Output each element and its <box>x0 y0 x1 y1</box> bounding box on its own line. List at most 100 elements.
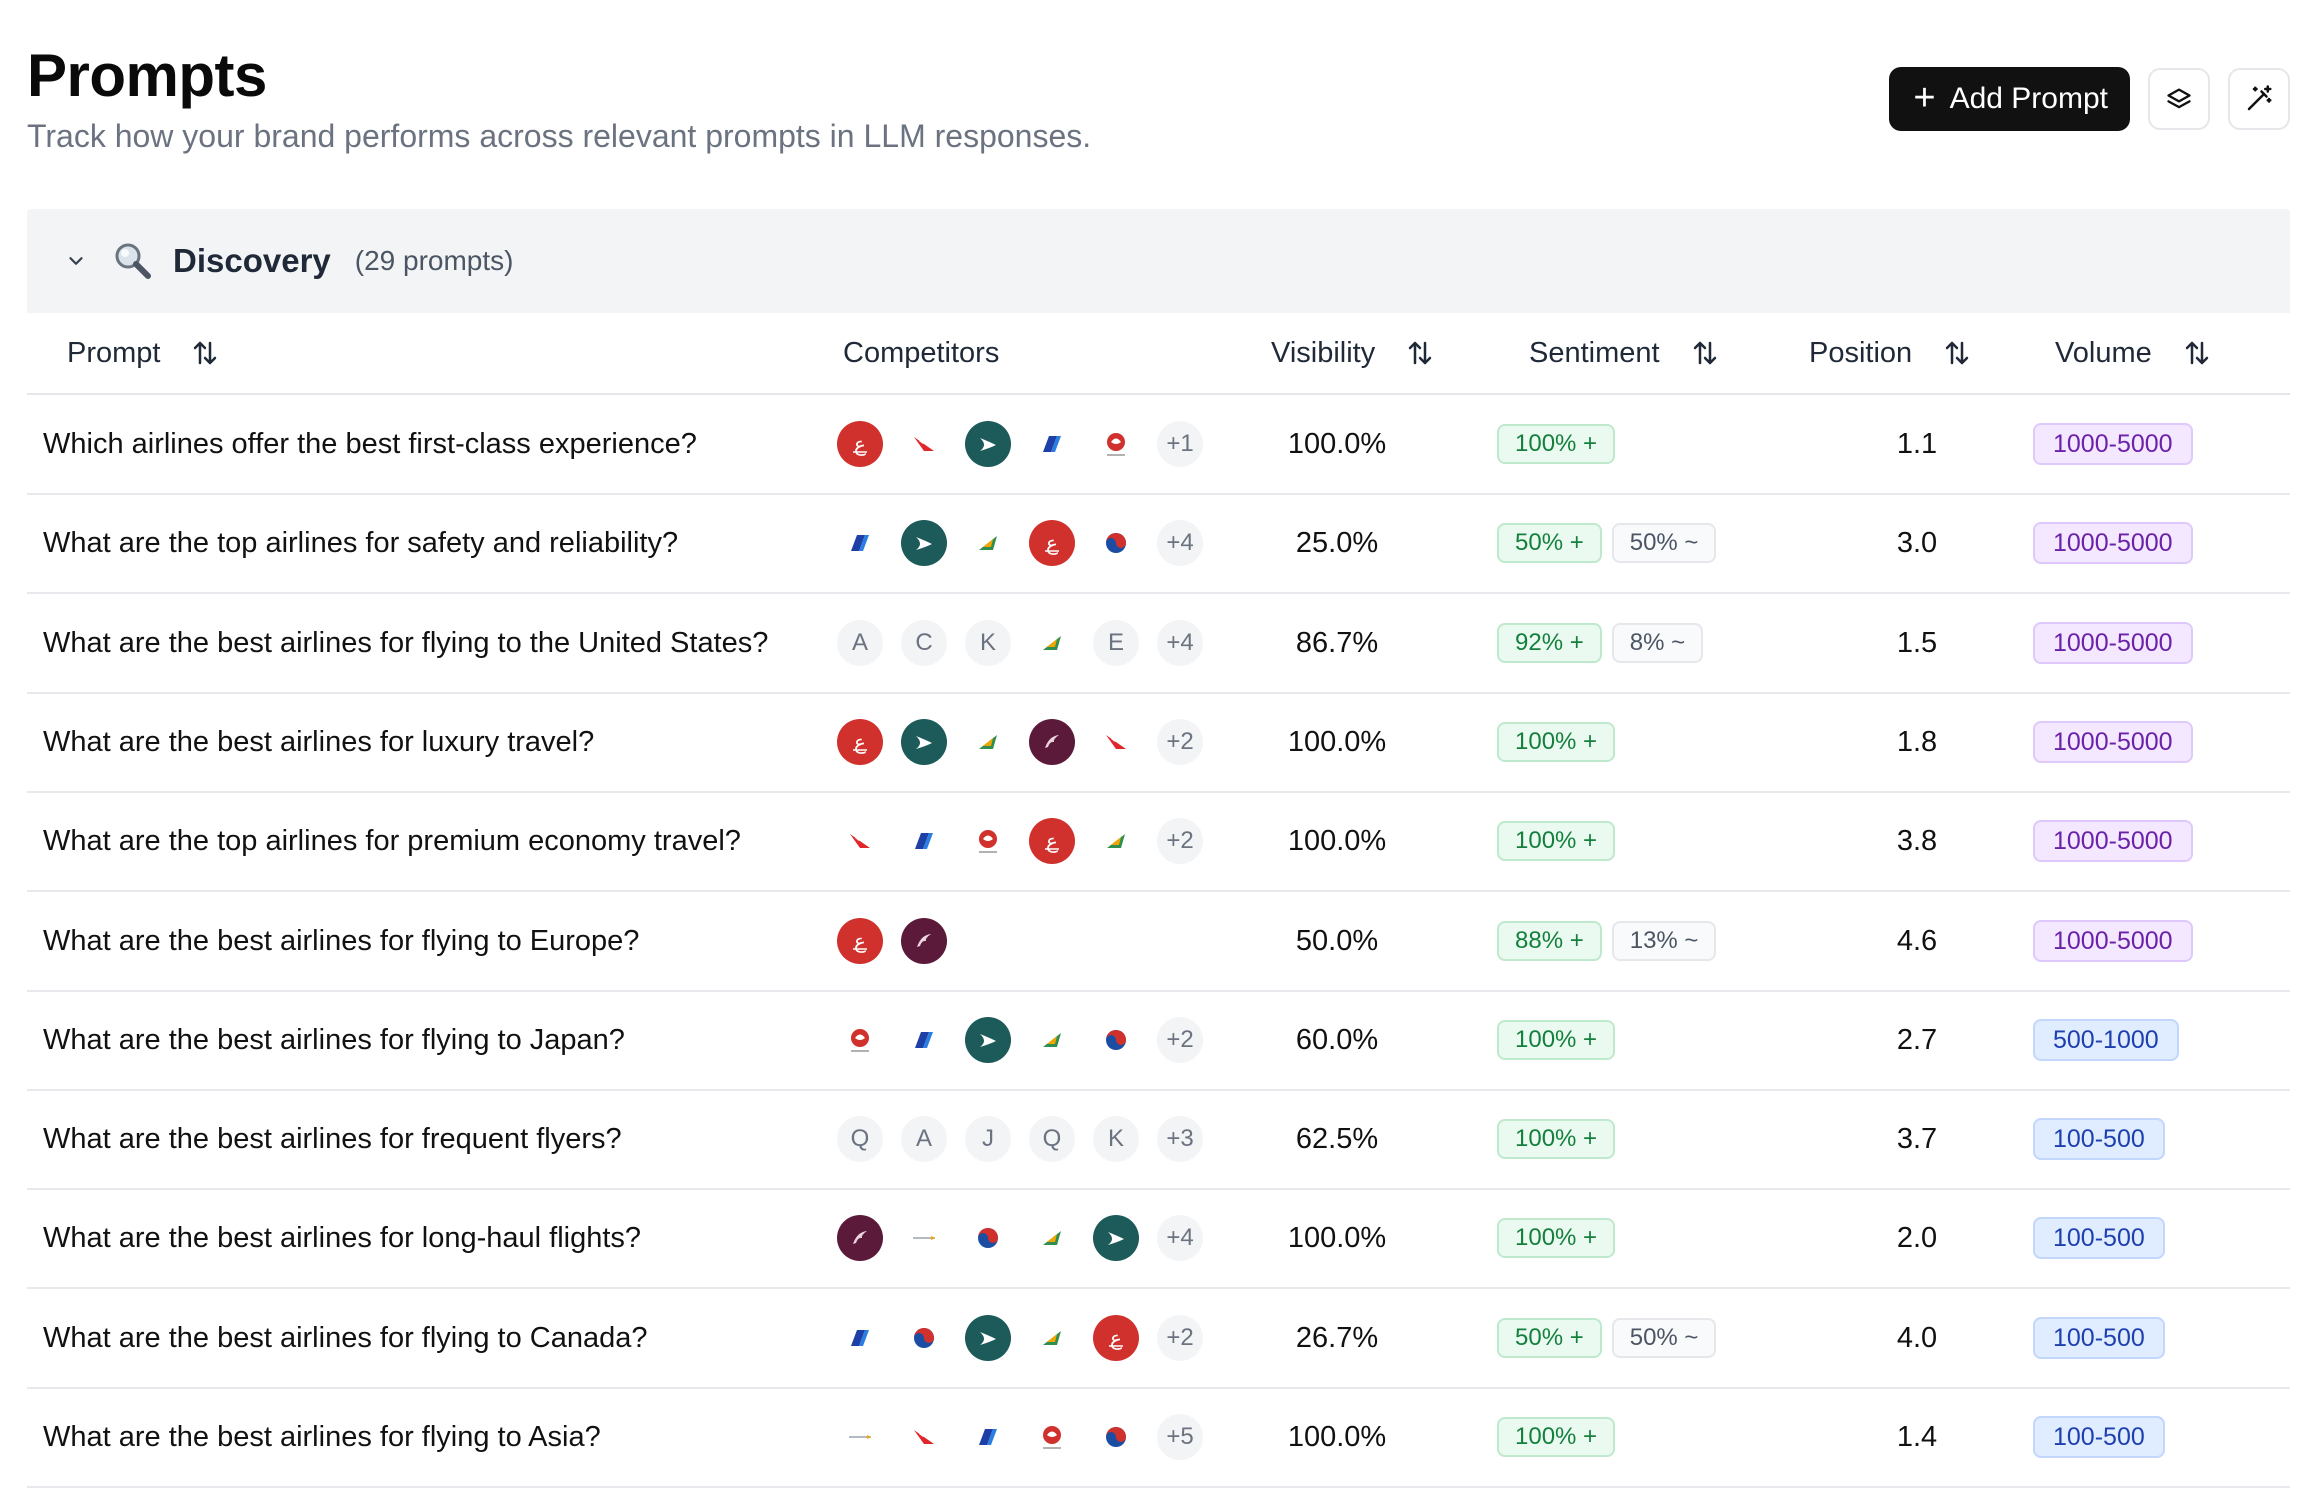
korean-air-logo-icon <box>1093 1017 1139 1063</box>
ana-logo-icon <box>901 1017 947 1063</box>
sentiment-positive-badge: 100% + <box>1497 722 1616 762</box>
layers-button[interactable] <box>2148 68 2210 130</box>
emirates-logo-icon: ع <box>837 421 883 467</box>
more-competitors-badge[interactable]: +4 <box>1157 1215 1203 1261</box>
jal-logo-icon <box>837 1017 883 1063</box>
more-competitors-badge[interactable]: +2 <box>1157 818 1203 864</box>
position-value: 3.0 <box>1896 526 1938 559</box>
competitor-initial: C <box>901 620 947 666</box>
qantas-logo-icon <box>901 1414 947 1460</box>
more-competitors-badge[interactable]: +2 <box>1157 1017 1203 1063</box>
sentiment-positive-badge: 92% + <box>1497 623 1602 663</box>
prompt-text: What are the best airlines for luxury tr… <box>43 725 595 758</box>
table-row[interactable]: What are the top airlines for safety and… <box>27 494 2290 594</box>
prompt-text: Which airlines offer the best first-clas… <box>43 427 697 460</box>
eva-air-logo-icon <box>1029 620 1075 666</box>
eva-air-logo-icon <box>1029 1017 1075 1063</box>
table-row[interactable]: What are the best airlines for flying to… <box>27 1388 2290 1488</box>
sort-icon[interactable] <box>2182 338 2212 368</box>
sentiment-positive-badge: 100% + <box>1497 1119 1616 1159</box>
more-competitors-badge[interactable]: +2 <box>1157 719 1203 765</box>
sort-icon[interactable] <box>1405 338 1435 368</box>
competitor-logos: +4 <box>837 1189 1221 1287</box>
svg-text:ع: ع <box>1046 531 1058 555</box>
more-competitors-badge[interactable]: +2 <box>1157 1315 1203 1361</box>
group-header-discovery[interactable]: Discovery (29 prompts) <box>27 209 2290 313</box>
more-competitors-badge[interactable]: +3 <box>1157 1116 1203 1162</box>
prompt-text: What are the best airlines for flying to… <box>43 924 640 957</box>
visibility-value: 50.0% <box>1295 924 1379 957</box>
more-competitors-badge[interactable]: +4 <box>1157 620 1203 666</box>
volume-cell: 100-500 <box>2033 1388 2165 1486</box>
korean-air-logo-icon <box>901 1315 947 1361</box>
competitor-initial: A <box>837 620 883 666</box>
plus-icon: + <box>1913 76 1936 119</box>
eva-air-logo-icon <box>965 520 1011 566</box>
table-row[interactable]: What are the best airlines for long-haul… <box>27 1189 2290 1289</box>
sentiment-cell: 100% + <box>1497 1090 1616 1188</box>
table-row[interactable]: What are the best airlines for flying to… <box>27 594 2290 694</box>
competitor-initial: Q <box>837 1116 883 1162</box>
table-row[interactable]: What are the best airlines for luxury tr… <box>27 693 2290 793</box>
sort-icon[interactable] <box>1942 338 1972 368</box>
table-row[interactable]: What are the best airlines for flying to… <box>27 1289 2290 1389</box>
column-label: Visibility <box>1271 336 1376 369</box>
add-prompt-button[interactable]: + Add Prompt <box>1889 67 2130 131</box>
page-header: Prompts Track how your brand performs ac… <box>27 40 2290 160</box>
table-row[interactable]: What are the top airlines for premium ec… <box>27 792 2290 892</box>
ana-logo-icon <box>837 520 883 566</box>
jal-logo-icon <box>1029 1414 1075 1460</box>
column-header-visibility[interactable]: Visibility <box>1271 313 1435 393</box>
column-label: Competitors <box>843 336 1000 369</box>
sentiment-neutral-badge: 13% ~ <box>1611 921 1717 961</box>
competitor-logos: ع +1 <box>837 395 1221 493</box>
sentiment-cell: 100% + <box>1497 1388 1616 1486</box>
sentiment-positive-badge: 88% + <box>1497 921 1602 961</box>
add-prompt-label: Add Prompt <box>1949 82 2108 115</box>
volume-cell: 1000-5000 <box>2033 792 2193 890</box>
table-row[interactable]: What are the best airlines for flying to… <box>27 892 2290 992</box>
ana-logo-icon <box>837 1315 883 1361</box>
competitor-initial: Q <box>1029 1116 1075 1162</box>
volume-badge: 1000-5000 <box>2033 721 2193 763</box>
chevron-down-icon[interactable] <box>61 246 91 276</box>
table-row[interactable]: Which airlines offer the best first-clas… <box>27 395 2290 495</box>
volume-badge: 1000-5000 <box>2033 920 2193 962</box>
sort-icon[interactable] <box>190 338 220 368</box>
prompt-text: What are the best airlines for flying to… <box>43 1023 625 1056</box>
prompt-text: What are the best airlines for flying to… <box>43 1420 601 1453</box>
competitor-logos: ع <box>837 892 965 990</box>
sentiment-cell: 100% + <box>1497 1189 1616 1287</box>
column-header-sentiment[interactable]: Sentiment <box>1529 313 1720 393</box>
column-header-prompt[interactable]: Prompt <box>67 313 220 393</box>
column-header-competitors: Competitors <box>843 313 999 393</box>
singapore-airlines-logo-icon <box>837 1414 883 1460</box>
column-header-volume[interactable]: Volume <box>2055 313 2212 393</box>
sentiment-positive-badge: 100% + <box>1497 821 1616 861</box>
table-row[interactable]: What are the best airlines for frequent … <box>27 1090 2290 1190</box>
korean-air-logo-icon <box>965 1215 1011 1261</box>
position-value: 4.6 <box>1896 924 1938 957</box>
visibility-value: 100.0% <box>1287 824 1387 857</box>
sentiment-positive-badge: 100% + <box>1497 1020 1616 1060</box>
competitor-logos: ع +4 <box>837 494 1221 592</box>
more-competitors-badge[interactable]: +4 <box>1157 520 1203 566</box>
column-header-position[interactable]: Position <box>1809 313 1972 393</box>
position-value: 1.5 <box>1896 626 1938 659</box>
volume-cell: 1000-5000 <box>2033 693 2193 791</box>
table-row[interactable]: What are the best airlines for flying to… <box>27 991 2290 1091</box>
competitor-initial: K <box>1093 1116 1139 1162</box>
competitor-logos: ع +2 <box>837 1289 1221 1387</box>
korean-air-logo-icon <box>1093 1414 1139 1460</box>
more-competitors-badge[interactable]: +5 <box>1157 1414 1203 1460</box>
sort-icon[interactable] <box>1690 338 1720 368</box>
svg-text:ع: ع <box>1046 829 1058 853</box>
layers-icon <box>2167 88 2191 109</box>
emirates-logo-icon: ع <box>1029 818 1075 864</box>
sentiment-cell: 100% + <box>1497 991 1616 1089</box>
sentiment-neutral-badge: 50% ~ <box>1611 1318 1717 1358</box>
visibility-value: 100.0% <box>1287 427 1387 460</box>
volume-badge: 500-1000 <box>2033 1019 2179 1061</box>
magic-wand-button[interactable] <box>2228 68 2290 130</box>
more-competitors-badge[interactable]: +1 <box>1157 421 1203 467</box>
